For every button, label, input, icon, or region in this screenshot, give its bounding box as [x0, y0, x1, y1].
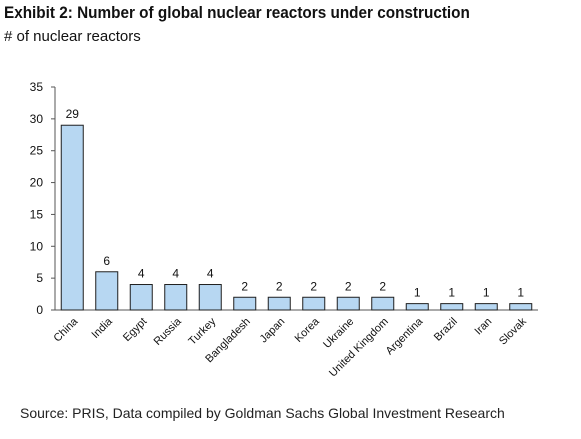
data-label: 4 — [172, 267, 179, 281]
y-tick-label: 0 — [36, 303, 43, 317]
bar — [302, 296, 326, 311]
category-label: Korea — [293, 315, 323, 345]
data-label: 29 — [66, 107, 80, 121]
category-label: Iran — [472, 316, 494, 338]
category-label: Argentina — [384, 315, 426, 357]
data-label: 1 — [448, 286, 455, 300]
bar — [405, 303, 429, 311]
category-label: Japan — [258, 316, 288, 346]
category-label: Brazil — [432, 316, 460, 344]
category-label: Turkey — [186, 315, 218, 347]
y-tick-label: 35 — [30, 80, 44, 94]
category-label: United Kingdom — [327, 316, 391, 380]
category-label: Russia — [152, 315, 185, 348]
category-label: Slovak — [497, 315, 529, 347]
category-label: China — [52, 315, 81, 344]
bar — [336, 296, 360, 311]
data-label: 6 — [103, 254, 110, 268]
data-label: 2 — [276, 279, 283, 293]
data-label: 4 — [207, 267, 214, 281]
bar — [95, 271, 119, 311]
y-tick-label: 10 — [30, 239, 44, 253]
bar — [60, 124, 84, 311]
chart-subtitle: # of nuclear reactors — [4, 28, 141, 45]
bar — [509, 303, 533, 311]
data-label: 1 — [517, 286, 524, 300]
bar — [440, 303, 464, 311]
y-tick-label: 30 — [30, 112, 44, 126]
category-label: Egypt — [121, 316, 149, 344]
y-tick-label: 25 — [30, 144, 44, 158]
category-label: India — [90, 315, 116, 341]
bar — [129, 284, 153, 311]
bar — [164, 284, 188, 311]
data-label: 2 — [241, 279, 248, 293]
bar — [371, 296, 395, 311]
data-label: 1 — [483, 286, 490, 300]
bar — [474, 303, 498, 311]
chart-title: Exhibit 2: Number of global nuclear reac… — [4, 3, 470, 22]
data-label: 2 — [379, 279, 386, 293]
data-label: 2 — [310, 279, 317, 293]
bar — [198, 284, 222, 311]
y-tick-label: 5 — [36, 271, 43, 285]
source-note: Source: PRIS, Data compiled by Goldman S… — [20, 405, 505, 421]
data-label: 4 — [138, 267, 145, 281]
bar — [267, 296, 291, 311]
y-tick-label: 20 — [30, 176, 44, 190]
data-label: 1 — [414, 286, 421, 300]
y-tick-label: 15 — [30, 207, 44, 221]
bar — [233, 296, 257, 311]
data-label: 2 — [345, 279, 352, 293]
